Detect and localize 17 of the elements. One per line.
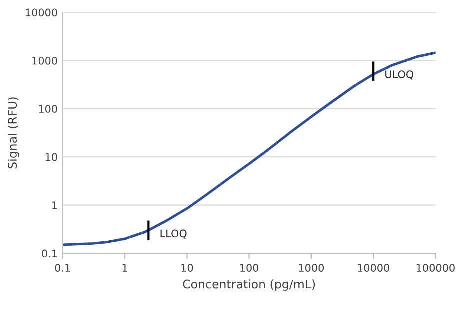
y-axis-title: Signal (RFU) xyxy=(8,98,20,169)
x-tick-label: 100 xyxy=(240,264,259,272)
x-tick-label: 1 xyxy=(122,264,128,272)
x-tick-label: 10000 xyxy=(358,264,390,272)
y-tick-label: 10000 xyxy=(26,8,58,17)
x-tick-label: 100000 xyxy=(416,264,455,272)
x-axis-title: Concentration (pg/mL) xyxy=(183,280,316,292)
x-tick-label: 1000 xyxy=(299,264,324,272)
x-tick-label: 0.1 xyxy=(55,264,70,272)
y-tick-label: 1 xyxy=(52,202,58,210)
x-tick-label: 10 xyxy=(182,264,194,272)
y-tick-label: 100 xyxy=(39,105,58,114)
y-tick-label: 0.1 xyxy=(42,250,58,258)
annotation: ULOQ xyxy=(386,70,414,80)
y-tick-label: 10 xyxy=(46,153,58,162)
annotation: LLOQ xyxy=(160,230,187,239)
y-tick-label: 1000 xyxy=(32,56,58,65)
